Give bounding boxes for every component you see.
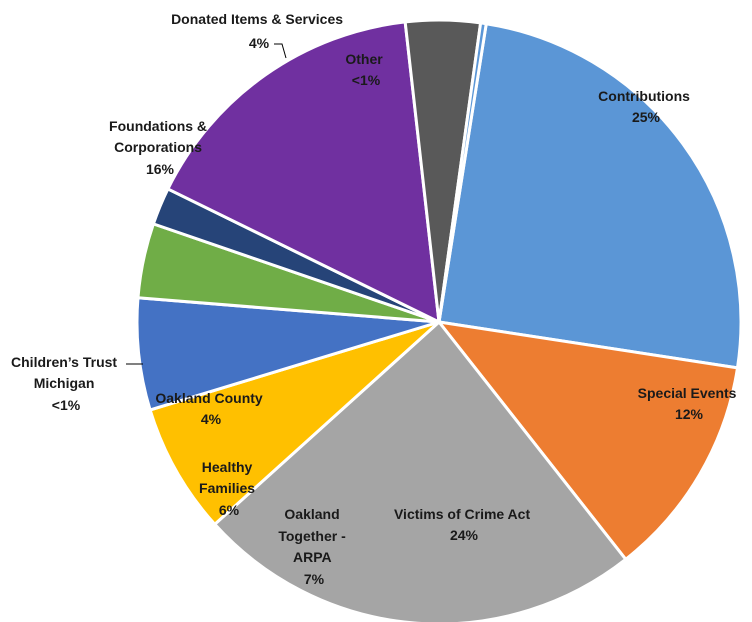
pie-slice-special-events	[435, 319, 740, 562]
label-victims-name: Victims of Crime Act	[394, 506, 530, 522]
leader-lines	[126, 43, 287, 365]
label-donated-items-value: 4%	[249, 35, 270, 51]
label-healthy-families-value: 6%	[219, 502, 240, 518]
label-childrens-trust-line1: Children’s Trust	[11, 354, 117, 370]
label-other-name: Other	[345, 51, 383, 67]
pie-slice-foundations-corporations	[165, 20, 441, 325]
label-foundations-value: 16%	[146, 161, 175, 177]
slice-labels: Contributions 25% Special Events 12% Vic…	[11, 11, 741, 587]
label-oakland-county-value: 4%	[201, 411, 222, 427]
label-childrens-trust-line2: Michigan	[34, 375, 95, 391]
pie-slice-other	[437, 21, 488, 323]
label-oakland-together: Oakland Together - ARPA 7%	[278, 506, 349, 587]
label-foundations: Foundations & Corporations 16%	[109, 118, 211, 177]
label-healthy-families-line1: Healthy	[202, 459, 253, 475]
label-special-events-name: Special Events	[638, 385, 737, 401]
label-special-events-value: 12%	[675, 406, 704, 422]
label-special-events: Special Events 12%	[638, 385, 741, 422]
label-foundations-line1: Foundations &	[109, 118, 207, 134]
label-childrens-trust: Children’s Trust Michigan <1%	[11, 354, 121, 413]
label-contributions-value: 25%	[632, 109, 661, 125]
label-victims-value: 24%	[450, 527, 479, 543]
label-childrens-trust-value: <1%	[52, 397, 81, 413]
label-oakland-county-name: Oakland County	[155, 390, 263, 406]
pie-slices	[135, 18, 743, 622]
label-donated-items-name: Donated Items & Services	[171, 11, 343, 27]
label-foundations-line2: Corporations	[114, 139, 202, 155]
label-oakland-together-line3: ARPA	[293, 549, 332, 565]
pie-slice-victims-of-crime-act	[212, 319, 628, 622]
label-oakland-county: Oakland County 4%	[155, 390, 266, 427]
label-contributions: Contributions 25%	[598, 88, 694, 125]
label-other: Other <1%	[345, 51, 386, 88]
label-contributions-name: Contributions	[598, 88, 690, 104]
leader-line-donated	[274, 43, 287, 59]
label-oakland-together-line1: Oakland	[284, 506, 339, 522]
label-healthy-families-line2: Families	[199, 480, 255, 496]
label-healthy-families: Healthy Families 6%	[199, 459, 259, 518]
label-victims-of-crime-act: Victims of Crime Act 24%	[394, 506, 534, 543]
label-oakland-together-line2: Together -	[278, 528, 346, 544]
label-donated-items: Donated Items & Services 4%	[171, 11, 347, 51]
label-other-value: <1%	[352, 72, 381, 88]
pie-slice-oakland-together-arpa	[148, 320, 441, 527]
pie-slice-contributions	[437, 22, 743, 370]
label-oakland-together-value: 7%	[304, 571, 325, 587]
